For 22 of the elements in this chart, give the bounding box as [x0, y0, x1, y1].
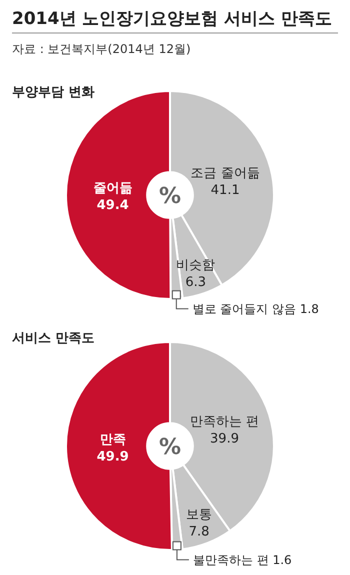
chart-title: 서비스 만족도 [12, 331, 95, 346]
slice-label: 불만족하는 편 [192, 552, 273, 567]
data-label: 1.6 [272, 552, 292, 567]
text: % [158, 435, 182, 460]
data-label: 7.8 [188, 524, 210, 540]
data-label: 6.3 [185, 274, 206, 290]
slice-label: 만족하는 편 [190, 414, 260, 430]
text: 자료 : 보건복지부(2014년 12월) [12, 42, 191, 56]
slice-label: 만족 [100, 432, 126, 448]
chart-subtitle: 부양부담 변화 [12, 85, 95, 100]
chart-title: 2014년 노인장기요양보험 서비스 만족도 [12, 9, 332, 29]
slice-label: 줄어듦 [93, 181, 132, 196]
data-label: 41.1 [210, 183, 240, 198]
slice-label: 조금 줄어듦 [190, 166, 260, 182]
text: % [158, 184, 182, 209]
data-label: 49.9 [96, 450, 129, 465]
slice-label: 별로 줄어들지 않음 [192, 302, 300, 316]
data-label: 39.9 [210, 432, 239, 447]
data-label: 49.4 [96, 198, 129, 214]
slice-label: 비슷함 [176, 258, 216, 273]
slice-label: 보통 [186, 508, 212, 523]
data-label: 1.8 [300, 302, 319, 316]
